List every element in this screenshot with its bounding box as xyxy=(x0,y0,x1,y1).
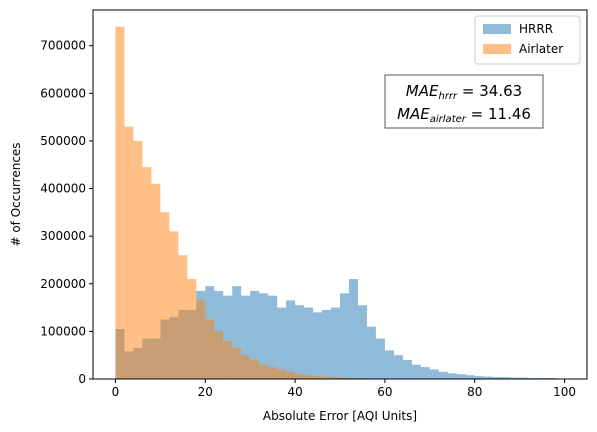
bar-airlater xyxy=(142,167,152,379)
legend-label-hrrr: HRRR xyxy=(519,22,553,36)
bar-airlater xyxy=(340,377,349,379)
y-tick-label: 100000 xyxy=(40,324,86,338)
bar-hrrr xyxy=(519,377,529,379)
annotation-mae-label: MAE xyxy=(406,82,439,100)
bar-airlater xyxy=(115,26,125,379)
bar-airlater xyxy=(232,348,242,379)
plot-frame xyxy=(92,9,588,380)
bar-hrrr xyxy=(232,286,242,379)
bar-hrrr xyxy=(313,312,323,379)
x-axis: 0 20 40 60 80 100 xyxy=(112,379,576,399)
annotation-line-airlater: MAEairlater = 11.46 xyxy=(397,105,531,125)
mae-annotation: MAEhrrr = 34.63 MAEairlater = 11.46 xyxy=(384,74,544,129)
bar-hrrr xyxy=(438,371,448,379)
x-tick-label: 100 xyxy=(553,385,576,399)
bar-hrrr xyxy=(295,305,305,379)
bar-hrrr xyxy=(402,359,412,379)
bar-hrrr xyxy=(501,377,511,379)
bar-hrrr xyxy=(286,300,296,379)
bar-airlater xyxy=(313,376,323,379)
bar-hrrr xyxy=(474,376,484,379)
bar-airlater xyxy=(331,377,340,379)
bar-airlater xyxy=(151,183,161,379)
bar-hrrr xyxy=(241,295,251,379)
bar-hrrr xyxy=(304,307,314,379)
legend-swatch-airlater xyxy=(483,44,511,54)
y-tick-label: 700000 xyxy=(40,39,86,53)
y-axis: 0 100000 200000 300000 400000 500000 600000 700… xyxy=(40,39,93,386)
bar-airlater xyxy=(133,140,143,379)
bar-hrrr xyxy=(510,377,520,379)
y-tick-label: 500000 xyxy=(40,134,86,148)
bar-airlater xyxy=(322,376,332,379)
bar-hrrr xyxy=(250,290,260,379)
annotation-subscript: hrrr xyxy=(438,91,458,102)
annotation-value: = 34.63 xyxy=(457,82,522,100)
legend: HRRR Airlater xyxy=(474,15,581,65)
bar-hrrr xyxy=(375,338,385,379)
bar-hrrr xyxy=(492,377,502,379)
y-tick-label: 300000 xyxy=(40,229,86,243)
bar-hrrr xyxy=(465,375,475,379)
annotation-subscript: airlater xyxy=(430,114,467,125)
bar-hrrr xyxy=(393,355,403,379)
bar-airlater xyxy=(205,319,215,379)
bar-airlater xyxy=(178,255,188,379)
annotation-mae-label: MAE xyxy=(397,105,430,123)
x-tick-label: 60 xyxy=(377,385,392,399)
bar-hrrr xyxy=(420,367,430,379)
bar-hrrr xyxy=(348,279,358,379)
bar-airlater xyxy=(304,375,314,379)
bar-airlater xyxy=(241,355,251,379)
bar-hrrr xyxy=(411,364,421,379)
bar-airlater xyxy=(214,331,224,379)
bar-hrrr xyxy=(366,326,376,379)
bar-hrrr xyxy=(223,295,233,379)
annotation-box xyxy=(384,74,544,129)
x-tick-label: 40 xyxy=(287,385,302,399)
legend-swatch-hrrr xyxy=(483,24,511,34)
bar-hrrr xyxy=(384,350,394,379)
bar-airlater xyxy=(286,371,296,379)
bar-airlater xyxy=(295,374,305,379)
bar-hrrr xyxy=(456,374,466,379)
bar-airlater xyxy=(124,126,134,379)
x-tick-label: 20 xyxy=(198,385,213,399)
bar-hrrr xyxy=(483,376,493,379)
x-axis-label: Absolute Error [AQI Units] xyxy=(263,409,417,423)
bar-airlater xyxy=(187,279,197,379)
bar-hrrr xyxy=(331,307,340,379)
bar-hrrr xyxy=(259,293,269,379)
x-tick-label: 80 xyxy=(467,385,482,399)
bar-airlater xyxy=(250,359,260,379)
bars-layer xyxy=(115,26,565,379)
bar-hrrr xyxy=(357,305,367,379)
y-tick-label: 200000 xyxy=(40,277,86,291)
bar-airlater xyxy=(160,212,170,379)
bar-hrrr xyxy=(429,369,439,379)
y-tick-label: 600000 xyxy=(40,86,86,100)
bar-airlater xyxy=(169,231,179,379)
x-tick-label: 0 xyxy=(112,385,120,399)
bar-hrrr xyxy=(268,295,278,379)
bar-airlater xyxy=(277,369,287,379)
bar-hrrr xyxy=(447,373,457,379)
y-tick-label: 0 xyxy=(78,372,86,386)
legend-label-airlater: Airlater xyxy=(519,42,563,56)
y-axis-label: # of Occurrences xyxy=(9,142,23,246)
bar-airlater xyxy=(196,300,206,379)
bar-airlater xyxy=(259,364,269,379)
bar-airlater xyxy=(223,340,233,379)
bar-hrrr xyxy=(322,309,332,379)
annotation-line-hrrr: MAEhrrr = 34.63 xyxy=(406,82,522,102)
bar-hrrr xyxy=(340,293,349,379)
annotation-value: = 11.46 xyxy=(466,105,531,123)
y-tick-label: 400000 xyxy=(40,182,86,196)
bar-airlater xyxy=(268,367,278,379)
bar-hrrr xyxy=(277,307,287,379)
